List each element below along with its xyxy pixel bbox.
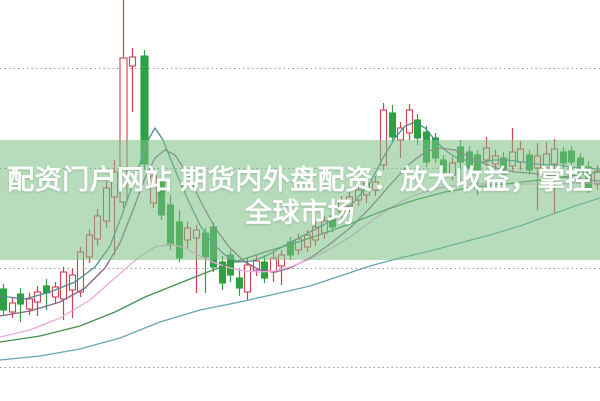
candle-body (8, 302, 17, 313)
candle-body (405, 109, 414, 134)
candle-body (51, 286, 60, 298)
candle-body (235, 277, 244, 289)
highlight-band (0, 140, 600, 260)
candle-body (33, 291, 42, 303)
candle-body (413, 119, 422, 139)
candle-body (243, 264, 252, 293)
candle-body (25, 298, 34, 310)
candle-body (252, 260, 261, 271)
candle-body (128, 56, 137, 67)
candle-body (218, 261, 227, 284)
candle-body (388, 112, 397, 138)
candle-body (0, 288, 8, 311)
candle-body (269, 257, 278, 273)
